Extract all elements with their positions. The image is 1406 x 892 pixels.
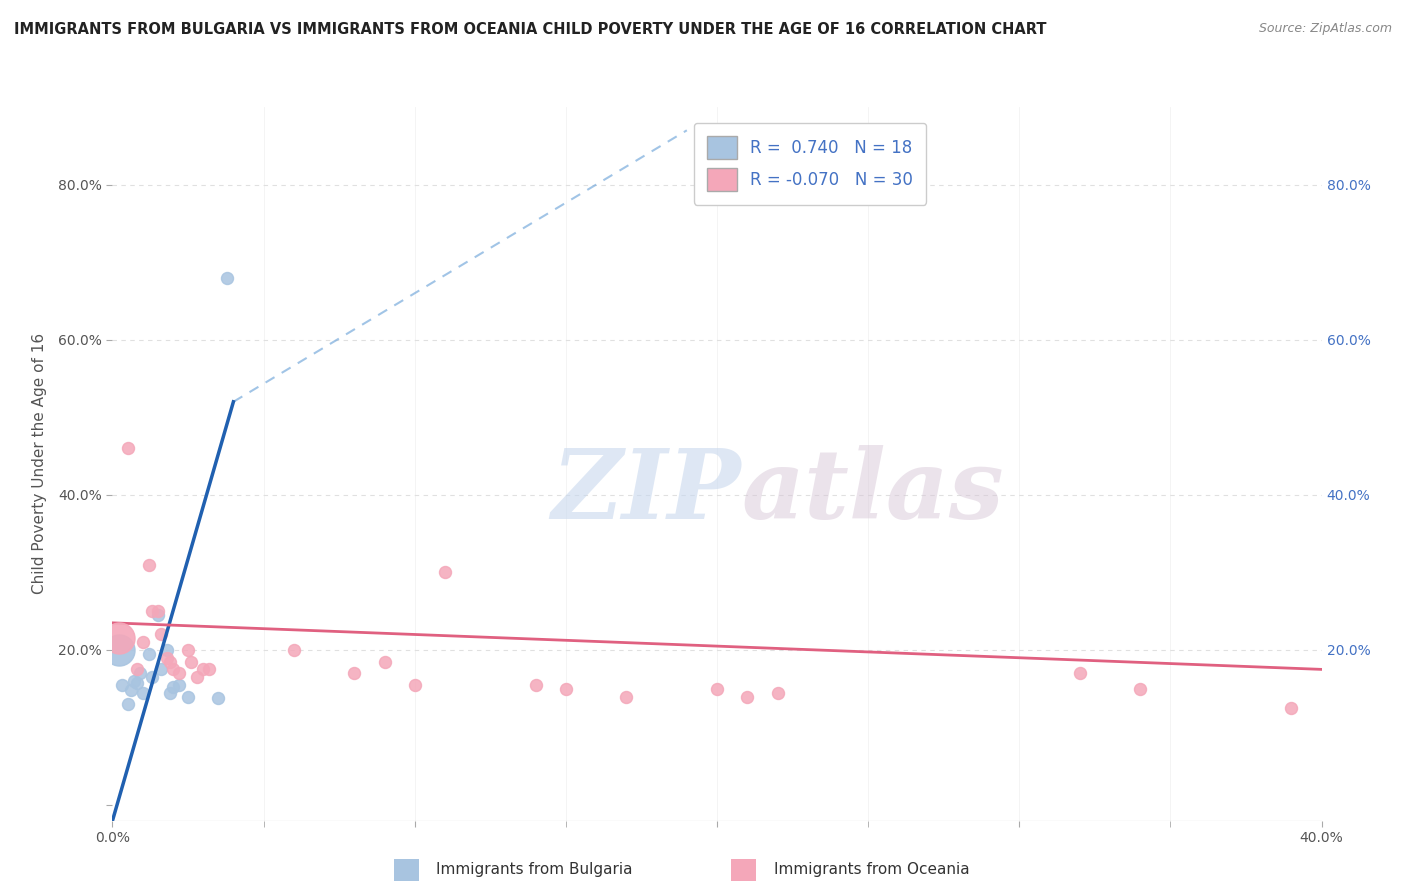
Point <box>156 650 179 665</box>
Point <box>198 662 221 676</box>
Point <box>706 681 728 696</box>
Point <box>343 666 366 681</box>
Point <box>132 686 155 700</box>
Point <box>186 670 208 684</box>
Point <box>125 675 148 690</box>
Text: Immigrants from Oceania: Immigrants from Oceania <box>773 863 970 877</box>
Point <box>162 680 184 694</box>
Point <box>138 647 160 661</box>
Point <box>149 627 172 641</box>
Text: IMMIGRANTS FROM BULGARIA VS IMMIGRANTS FROM OCEANIA CHILD POVERTY UNDER THE AGE : IMMIGRANTS FROM BULGARIA VS IMMIGRANTS F… <box>14 22 1046 37</box>
Point <box>107 632 129 646</box>
Point <box>766 686 789 700</box>
Point <box>156 643 179 657</box>
Point <box>125 662 148 676</box>
Point <box>554 681 576 696</box>
Point <box>146 608 169 623</box>
Point <box>117 442 139 456</box>
Point <box>159 655 181 669</box>
Point <box>132 635 155 649</box>
Point <box>374 655 396 669</box>
Point <box>141 670 163 684</box>
Point <box>616 690 638 704</box>
Text: atlas: atlas <box>741 445 1004 540</box>
Point <box>737 690 759 704</box>
Point <box>167 666 190 681</box>
Legend: R =  0.740   N = 18, R = -0.070   N = 30: R = 0.740 N = 18, R = -0.070 N = 30 <box>693 122 927 204</box>
Text: Immigrants from Bulgaria: Immigrants from Bulgaria <box>436 863 633 877</box>
Point <box>404 678 426 692</box>
Point <box>110 678 132 692</box>
Point <box>177 643 200 657</box>
Point <box>217 270 239 285</box>
Point <box>107 643 129 657</box>
Point <box>149 662 172 676</box>
Point <box>120 683 142 698</box>
Point <box>167 678 190 692</box>
Point <box>524 678 547 692</box>
Y-axis label: Child Poverty Under the Age of 16: Child Poverty Under the Age of 16 <box>32 334 46 594</box>
Point <box>1069 666 1091 681</box>
Point <box>191 662 214 676</box>
Point <box>433 566 456 580</box>
Point <box>207 691 229 706</box>
Point <box>162 662 184 676</box>
Point <box>1129 681 1152 696</box>
Point <box>146 604 169 618</box>
Point <box>138 558 160 572</box>
Point <box>177 690 200 704</box>
Point <box>141 604 163 618</box>
Point <box>128 666 150 681</box>
Point <box>159 686 181 700</box>
Text: Source: ZipAtlas.com: Source: ZipAtlas.com <box>1258 22 1392 36</box>
Point <box>180 655 202 669</box>
Point <box>1279 701 1302 715</box>
Point <box>122 673 145 688</box>
Text: ZIP: ZIP <box>551 445 741 540</box>
Point <box>283 643 305 657</box>
Point <box>117 698 139 712</box>
